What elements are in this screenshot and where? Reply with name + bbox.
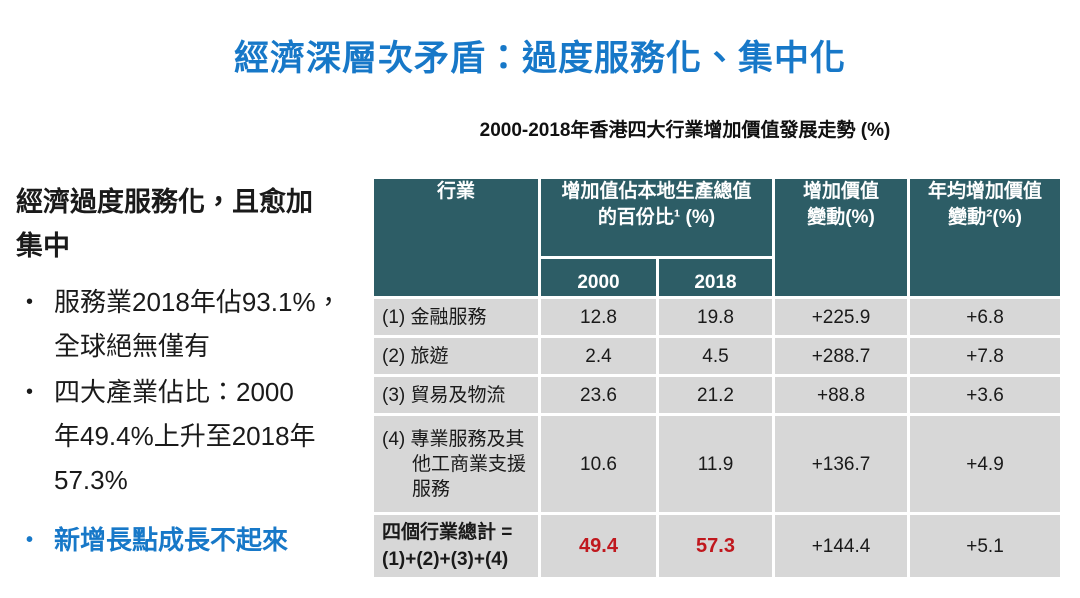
cell-annual: +3.6 — [907, 374, 1064, 416]
bullet-four-industries: • 四大產業佔比：2000 年49.4%上升至2018年 57.3% — [16, 370, 364, 502]
table-row-finance: (1) 金融服務 12.8 19.8 +225.9 +6.8 — [371, 296, 1064, 338]
cell-change: +225.9 — [772, 296, 911, 338]
header-line: 年均增加價值 — [928, 181, 1043, 202]
col-header-year-2018: 2018 — [655, 256, 776, 299]
cell-change: +88.8 — [772, 374, 911, 416]
cell-2000: 23.6 — [538, 374, 659, 416]
bullet-line: 全球絕無僅有 — [54, 331, 211, 361]
table-row-tourism: (2) 旅遊 2.4 4.5 +288.7 +7.8 — [371, 335, 1064, 377]
cell-2018: 19.8 — [655, 296, 776, 338]
col-header-annual-change: 年均增加價值 變動²(%) — [907, 176, 1064, 299]
total-label-line: 四個行業總計 = — [382, 522, 513, 543]
bullet-services-share: • 服務業2018年佔93.1%， 全球絕無僅有 — [16, 280, 364, 368]
total-label-line: (1)+(2)+(3)+(4) — [382, 549, 509, 570]
subheader-row: 2000 2018 — [373, 256, 1062, 299]
bullet-marker: • — [26, 291, 34, 313]
cell-2000: 10.6 — [538, 413, 659, 515]
cell-total-annual: +5.1 — [907, 512, 1064, 580]
col-header-value-change: 增加價值 變動(%) — [772, 176, 911, 299]
bullet-marker: • — [26, 529, 34, 551]
cell-annual: +4.9 — [907, 413, 1064, 515]
cell-total-2000: 49.4 — [538, 512, 659, 580]
header-line: 變動(%) — [807, 207, 875, 228]
cell-2018: 11.9 — [655, 413, 776, 515]
left-heading-line: 集中 — [16, 231, 70, 261]
cell-change: +288.7 — [772, 335, 911, 377]
cell-change: +136.7 — [772, 413, 911, 515]
industry-data-table: 行業 增加值佔本地生產總值 的百份比¹ (%) 增加價值 變動(%) 年均增加價… — [371, 176, 1064, 580]
row-label: (3) 貿易及物流 — [371, 374, 541, 416]
cell-2018: 4.5 — [655, 335, 776, 377]
table-row-professional-services: (4) 專業服務及其 他工商業支援 服務 10.6 11.9 +136.7 +4… — [371, 413, 1064, 515]
bullet-line: 年49.4%上升至2018年 — [54, 421, 316, 451]
header-line: 的百份比¹ (%) — [597, 207, 716, 228]
cell-2000: 2.4 — [538, 335, 659, 377]
header-line: 增加價值 — [803, 181, 880, 202]
bullet-line: 四大產業佔比：2000 — [54, 377, 294, 407]
header-line: 增加值佔本地生產總值 — [561, 181, 752, 202]
table-row-trade-logistics: (3) 貿易及物流 23.6 21.2 +88.8 +3.6 — [371, 374, 1064, 416]
bullet-line: 服務業2018年佔93.1%， — [54, 287, 342, 317]
cell-annual: +6.8 — [907, 296, 1064, 338]
page-title: 經濟深層次矛盾：過度服務化、集中化 — [233, 39, 846, 78]
left-heading: 經濟過度服務化，且愈加 集中 — [16, 180, 364, 268]
bullet-text: 新增長點成長不起來 — [54, 518, 288, 562]
cell-2018: 21.2 — [655, 374, 776, 416]
header-row: 行業 增加值佔本地生產總值 的百份比¹ (%) 增加價值 變動(%) 年均增加價… — [371, 176, 1064, 299]
row-label: (4) 專業服務及其 他工商業支援 服務 — [371, 413, 541, 515]
bullet-new-growth: • 新增長點成長不起來 — [16, 518, 364, 562]
col-header-industry: 行業 — [371, 176, 541, 299]
bullet-text: 四大產業佔比：2000 年49.4%上升至2018年 57.3% — [54, 370, 316, 502]
col-header-gdp-share: 增加值佔本地生產總值 的百份比¹ (%) — [537, 176, 776, 259]
row-label-line: 服務 — [412, 478, 451, 500]
cell-total-2018: 57.3 — [655, 512, 776, 580]
bullet-line: 新增長點成長不起來 — [54, 525, 289, 555]
total-label: 四個行業總計 = (1)+(2)+(3)+(4) — [371, 512, 541, 580]
table-row-total: 四個行業總計 = (1)+(2)+(3)+(4) 49.4 57.3 +144.… — [371, 512, 1064, 580]
bullet-marker: • — [26, 381, 34, 403]
bullet-text: 服務業2018年佔93.1%， 全球絕無僅有 — [54, 280, 342, 368]
left-panel: 經濟過度服務化，且愈加 集中 • 服務業2018年佔93.1%， 全球絕無僅有 … — [16, 180, 364, 562]
cell-annual: +7.8 — [907, 335, 1064, 377]
row-label-line: 他工商業支援 — [412, 453, 527, 475]
col-header-year-2000: 2000 — [538, 256, 659, 299]
cell-total-change: +144.4 — [772, 512, 911, 580]
row-label-line: (4) 專業服務及其 — [382, 428, 525, 450]
cell-2000: 12.8 — [538, 296, 659, 338]
header-line: 變動²(%) — [948, 207, 1022, 228]
table-title: 2000-2018年香港四大行業增加價值發展走勢 (%) — [479, 120, 891, 141]
row-label: (1) 金融服務 — [371, 296, 541, 338]
bullet-line: 57.3% — [54, 465, 128, 495]
left-heading-line: 經濟過度服務化，且愈加 — [16, 187, 313, 217]
row-label: (2) 旅遊 — [371, 335, 541, 377]
